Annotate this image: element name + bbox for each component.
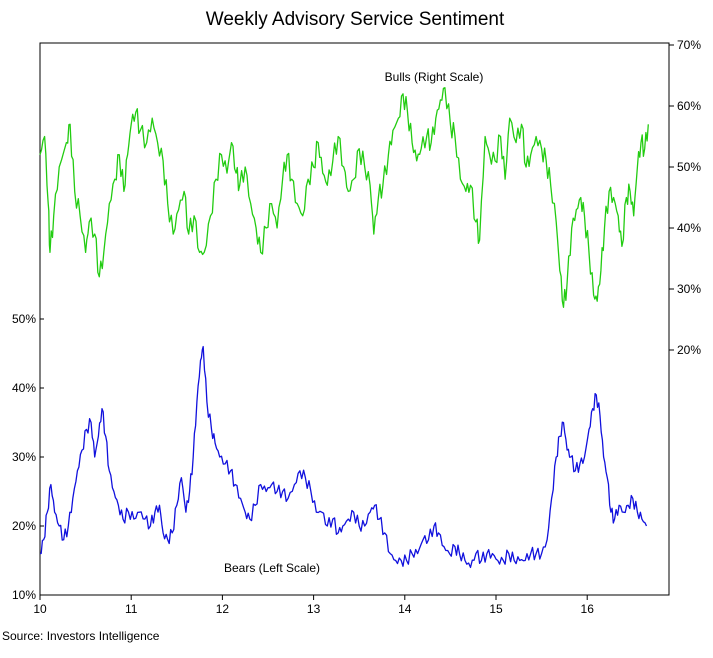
x-tick-label: 13	[307, 602, 321, 616]
left-tick-label: 10%	[12, 588, 36, 602]
plot-area-frame	[39, 42, 670, 596]
right-tick-label: 70%	[677, 38, 701, 52]
x-tick-label: 12	[216, 602, 230, 616]
bulls-series-label: Bulls (Right Scale)	[385, 70, 484, 84]
right-tick-label: 50%	[677, 160, 701, 174]
right-axis: 20% 30% 40% 50% 60% 70%	[669, 38, 701, 357]
left-tick-label: 20%	[12, 519, 36, 533]
bears-line	[39, 345, 648, 569]
x-tick-label: 14	[398, 602, 412, 616]
source-note: Source: Investors Intelligence	[2, 629, 160, 643]
left-tick-label: 40%	[12, 381, 36, 395]
left-axis: 10% 20% 30% 40% 50%	[12, 312, 44, 602]
right-tick-label: 20%	[677, 343, 701, 357]
series-layer	[39, 87, 649, 569]
right-tick-label: 60%	[677, 99, 701, 113]
left-tick-label: 30%	[12, 450, 36, 464]
right-tick-label: 40%	[677, 221, 701, 235]
left-tick-label: 50%	[12, 312, 36, 326]
x-tick-label: 15	[489, 602, 503, 616]
x-tick-label: 11	[125, 602, 138, 616]
bulls-line	[39, 87, 649, 308]
x-tick-label: 16	[581, 602, 595, 616]
x-tick-label: 10	[33, 602, 47, 616]
chart-title: Weekly Advisory Service Sentiment	[206, 9, 505, 30]
right-tick-label: 30%	[677, 282, 701, 296]
bears-series-label: Bears (Left Scale)	[224, 561, 320, 575]
x-axis: 10 11 12 13 14 15 16	[33, 595, 594, 616]
